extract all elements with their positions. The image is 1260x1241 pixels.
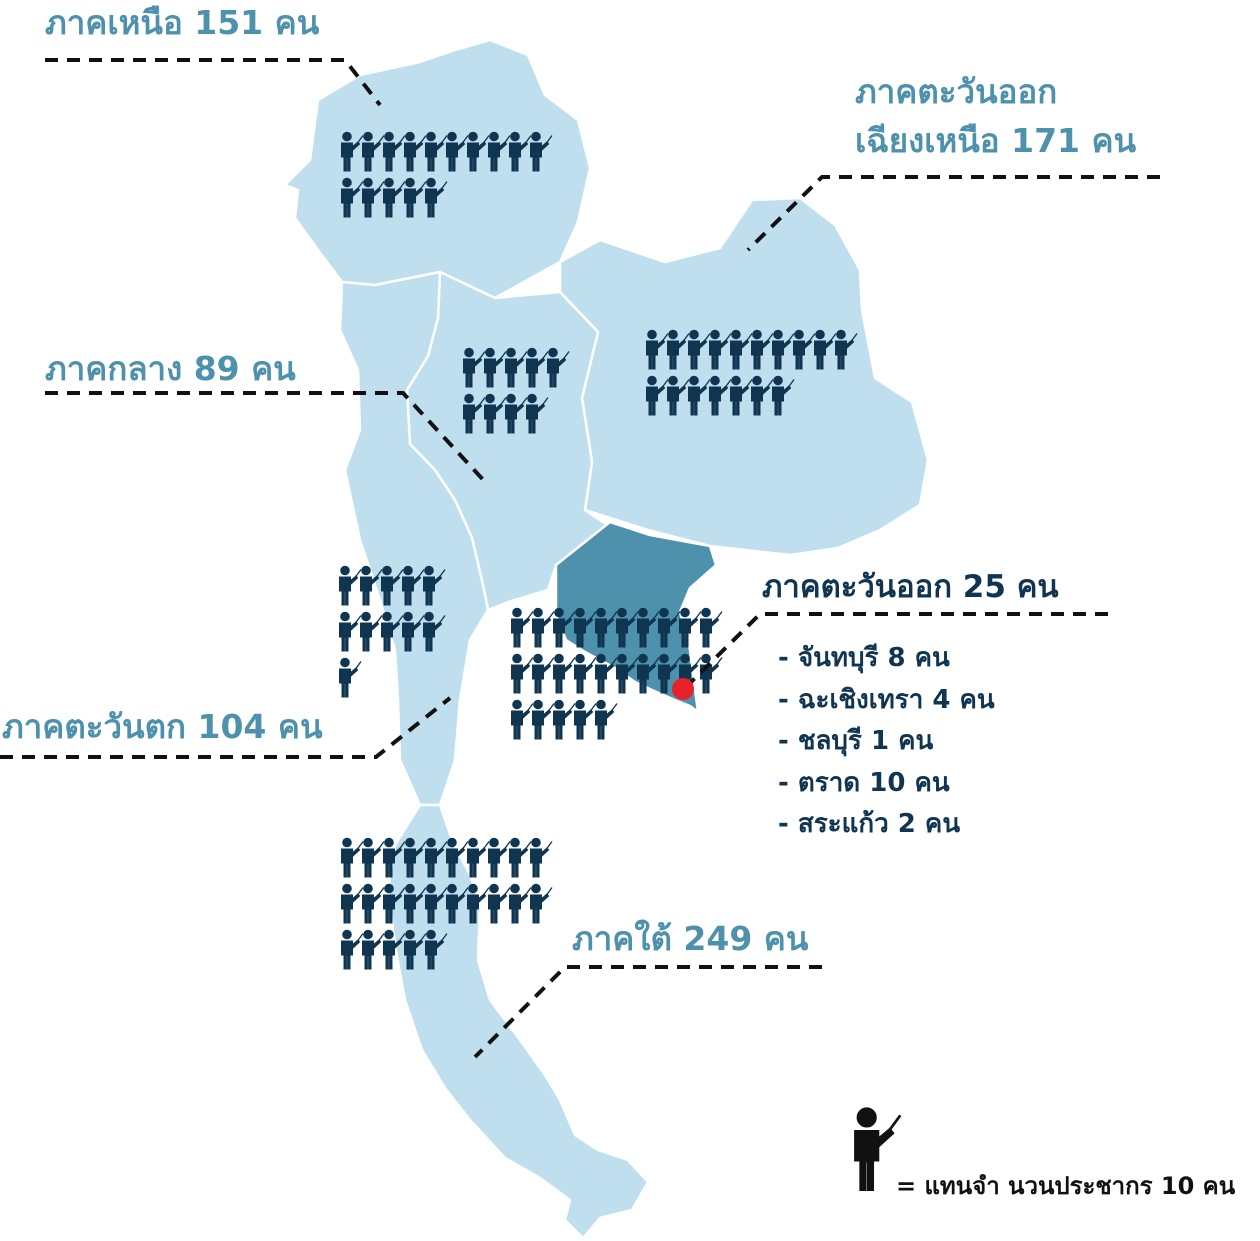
person-icon xyxy=(338,657,362,698)
south-label: ภาคใต้ 249 คน xyxy=(572,919,809,958)
person-icon xyxy=(466,837,490,878)
person-icon xyxy=(338,611,362,652)
person-icon xyxy=(487,837,511,878)
person-icon xyxy=(361,929,385,970)
person-icon xyxy=(699,653,723,694)
person-icon xyxy=(594,699,618,740)
legend-text: = แทนจำ นวนประชากร 10 คน xyxy=(896,1172,1236,1200)
northeast-leader-line xyxy=(746,175,1160,252)
person-icon xyxy=(361,883,385,924)
person-icon xyxy=(552,699,576,740)
northeast-label-line1: ภาคตะวันออก xyxy=(855,72,1058,111)
person-icon xyxy=(531,607,555,648)
south-leader-line xyxy=(473,965,822,1059)
person-icon xyxy=(340,883,364,924)
person-icon xyxy=(487,883,511,924)
province-item-chonburi: - ชลบุรี 1 คน xyxy=(778,726,934,756)
person-icon xyxy=(508,837,532,878)
person-icon xyxy=(510,653,534,694)
central-label: ภาคกลาง 89 คน xyxy=(45,349,296,388)
person-icon xyxy=(552,653,576,694)
person-with-pointer-icon xyxy=(853,1107,902,1192)
west-label: ภาคตะวันตก 104 คน xyxy=(2,707,323,746)
person-icon xyxy=(338,565,362,606)
person-icon xyxy=(531,653,555,694)
person-icon xyxy=(361,837,385,878)
person-icon xyxy=(573,653,597,694)
province-item-chanthaburi: - จันทบุรี 8 คน xyxy=(778,643,950,673)
person-icon xyxy=(531,699,555,740)
person-icon xyxy=(510,699,534,740)
region-west xyxy=(338,270,490,807)
northeast-label-line2: เฉียงเหนือ 171 คน xyxy=(855,121,1137,160)
west-leader-line xyxy=(0,696,452,759)
north-label: ภาคเหนือ 151 คน xyxy=(45,3,320,42)
person-icon xyxy=(359,611,383,652)
person-icon xyxy=(529,883,553,924)
person-icon xyxy=(529,837,553,878)
east-label: ภาคตะวันออก 25 คน xyxy=(762,569,1059,605)
east-province-list: - จันทบุรี 8 คน - ฉะเชิงเทรา 4 คน - ชลบุ… xyxy=(778,642,995,850)
location-marker xyxy=(672,678,694,700)
north-leader-line xyxy=(45,58,382,107)
person-icon xyxy=(510,607,534,648)
province-item-trat: - ตราด 10 คน xyxy=(778,767,950,798)
region-northeast xyxy=(558,196,930,557)
person-icon xyxy=(340,837,364,878)
east-people-icons xyxy=(510,607,723,740)
central-leader-line xyxy=(45,391,490,487)
province-item-sakaeo: - สระแก้ว 2 คน xyxy=(778,809,961,839)
region-north xyxy=(283,38,592,300)
person-icon xyxy=(340,929,364,970)
east-leader-line xyxy=(681,612,1108,692)
person-icon xyxy=(508,883,532,924)
person-icon xyxy=(678,607,702,648)
person-icon xyxy=(699,607,723,648)
person-icon xyxy=(573,699,597,740)
province-item-chachoengsao: - ฉะเชิงเทรา 4 คน xyxy=(778,684,995,715)
